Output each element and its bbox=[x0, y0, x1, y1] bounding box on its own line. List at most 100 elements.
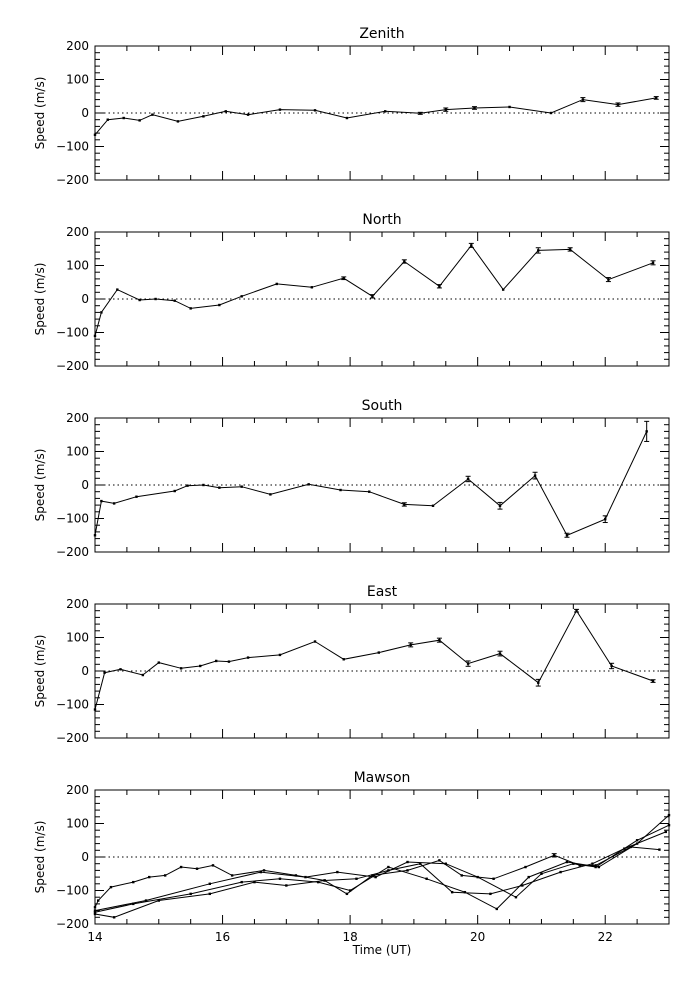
data-point bbox=[189, 892, 192, 896]
data-point bbox=[310, 286, 314, 289]
data-point bbox=[157, 899, 160, 902]
data-point bbox=[371, 874, 374, 877]
data-point bbox=[476, 875, 479, 879]
y-tick-label: −200 bbox=[56, 731, 89, 745]
y-tick-label: 100 bbox=[66, 259, 89, 273]
data-point bbox=[374, 875, 377, 879]
data-point bbox=[336, 870, 339, 874]
series-line-2-0 bbox=[94, 431, 648, 536]
y-tick-label: −100 bbox=[56, 884, 89, 898]
y-axis-label-3: Speed (m/s) bbox=[33, 635, 47, 708]
data-point bbox=[230, 874, 234, 877]
panel-title-1: North bbox=[362, 212, 401, 228]
data-point bbox=[202, 483, 205, 487]
x-tick-label: 18 bbox=[342, 930, 357, 944]
data-point bbox=[342, 658, 345, 661]
x-axis-label: Time (UT) bbox=[352, 943, 412, 957]
data-point bbox=[463, 890, 467, 894]
data-point bbox=[383, 110, 387, 113]
y-tick-label: 200 bbox=[66, 783, 89, 797]
y-tick-label: 200 bbox=[66, 225, 89, 239]
data-point bbox=[148, 875, 151, 879]
data-point bbox=[438, 859, 441, 862]
data-point bbox=[594, 864, 597, 867]
data-point bbox=[345, 892, 349, 896]
data-point bbox=[269, 493, 272, 496]
data-point bbox=[122, 116, 125, 120]
data-point bbox=[572, 862, 575, 865]
data-point bbox=[246, 113, 250, 116]
data-point bbox=[202, 115, 205, 118]
data-point bbox=[521, 884, 524, 887]
data-point bbox=[195, 867, 199, 870]
data-point bbox=[489, 892, 492, 896]
data-point bbox=[508, 105, 511, 109]
data-point bbox=[93, 909, 97, 912]
data-point bbox=[345, 116, 349, 120]
y-tick-label: −200 bbox=[56, 173, 89, 187]
data-point bbox=[163, 874, 167, 877]
y-tick-label: 100 bbox=[66, 73, 89, 87]
series-line-0-0 bbox=[94, 97, 657, 136]
data-point bbox=[138, 298, 141, 302]
data-point bbox=[132, 902, 135, 906]
data-point bbox=[116, 288, 119, 291]
data-point bbox=[501, 288, 505, 291]
series-line-3-0 bbox=[94, 609, 654, 710]
data-point bbox=[406, 869, 409, 872]
data-point bbox=[275, 282, 278, 286]
y-tick-label: 0 bbox=[81, 850, 89, 864]
x-tick-label: 16 bbox=[215, 930, 230, 944]
data-point bbox=[578, 864, 581, 867]
data-point bbox=[597, 865, 601, 869]
data-point bbox=[317, 880, 320, 884]
data-point bbox=[635, 839, 639, 842]
data-point bbox=[667, 823, 671, 827]
y-tick-label: 0 bbox=[81, 664, 89, 678]
y-tick-label: 100 bbox=[66, 445, 89, 459]
y-tick-label: −200 bbox=[56, 917, 89, 931]
data-point bbox=[514, 896, 518, 899]
data-point bbox=[355, 877, 358, 880]
data-point bbox=[214, 659, 218, 663]
data-point bbox=[144, 899, 148, 902]
data-point bbox=[377, 651, 381, 654]
data-point bbox=[224, 110, 227, 113]
data-point bbox=[93, 334, 97, 338]
y-tick-label: −100 bbox=[56, 326, 89, 340]
data-point bbox=[93, 912, 97, 916]
y-axis-label-1: Speed (m/s) bbox=[33, 263, 47, 336]
data-point bbox=[208, 882, 211, 885]
data-point bbox=[138, 119, 141, 122]
data-point bbox=[278, 877, 282, 880]
data-point bbox=[208, 892, 211, 896]
data-point bbox=[218, 486, 221, 489]
data-point bbox=[106, 118, 109, 121]
data-point bbox=[594, 865, 597, 869]
data-point bbox=[93, 534, 97, 537]
data-point bbox=[154, 297, 157, 301]
data-point bbox=[176, 120, 180, 123]
y-axis-label-0: Speed (m/s) bbox=[33, 77, 47, 150]
data-point bbox=[635, 842, 639, 845]
data-point bbox=[135, 495, 138, 498]
data-point bbox=[93, 911, 97, 914]
data-point bbox=[132, 880, 135, 884]
data-point bbox=[425, 877, 428, 880]
data-point bbox=[262, 869, 266, 872]
y-tick-label: 200 bbox=[66, 39, 89, 53]
data-point bbox=[664, 830, 668, 834]
data-point bbox=[591, 862, 594, 865]
data-point bbox=[173, 299, 176, 302]
data-point bbox=[240, 880, 243, 884]
data-point bbox=[460, 874, 463, 877]
series-line-1-0 bbox=[94, 244, 654, 337]
y-tick-label: −100 bbox=[56, 140, 89, 154]
data-point bbox=[339, 488, 342, 492]
panel-title-4: Mawson bbox=[354, 770, 411, 786]
data-point bbox=[667, 813, 671, 817]
data-point bbox=[93, 133, 97, 136]
data-point bbox=[368, 490, 371, 493]
data-point bbox=[304, 875, 307, 879]
data-point bbox=[112, 916, 116, 919]
